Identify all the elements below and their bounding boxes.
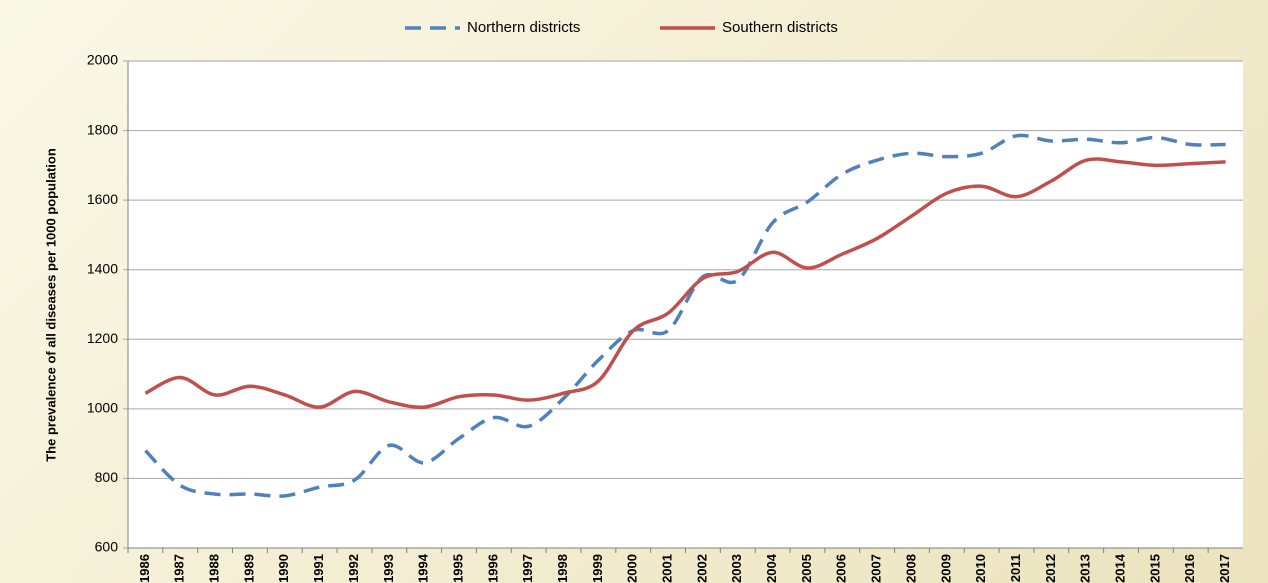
- y-tick-label: 1000: [87, 400, 118, 416]
- y-tick-label: 2000: [87, 52, 118, 68]
- x-tick-label: 1992: [346, 554, 361, 583]
- x-tick-label: 1987: [172, 554, 187, 583]
- x-tick-label: 2012: [1043, 554, 1058, 583]
- y-tick-label: 1400: [87, 260, 118, 276]
- x-tick-label: 2006: [834, 554, 849, 583]
- y-tick-label: 1200: [87, 330, 118, 346]
- x-tick-label: 2003: [729, 554, 744, 583]
- x-tick-label: 2015: [1147, 554, 1162, 583]
- x-tick-label: 1988: [207, 554, 222, 583]
- plot-area: [128, 61, 1243, 548]
- x-tick-label: 2011: [1008, 554, 1023, 582]
- x-tick-label: 2010: [973, 554, 988, 583]
- x-tick-label: 2001: [660, 554, 675, 583]
- x-tick-label: 2004: [764, 553, 779, 583]
- x-tick-label: 2005: [799, 554, 814, 583]
- y-tick-label: 1600: [87, 191, 118, 207]
- x-tick-label: 1991: [311, 554, 326, 583]
- series-line: [144, 157, 1226, 409]
- x-tick-label: 2014: [1112, 553, 1127, 583]
- legend-label: Southern districts: [722, 19, 838, 36]
- x-tick-label: 2000: [625, 554, 640, 583]
- y-tick-label: 800: [95, 469, 119, 485]
- x-tick-label: 1998: [555, 554, 570, 583]
- x-tick-label: 2008: [903, 554, 918, 583]
- x-tick-label: 1989: [241, 554, 256, 583]
- x-tick-label: 1996: [485, 554, 500, 583]
- legend-label: Northern districts: [467, 19, 580, 36]
- x-tick-label: 1999: [590, 554, 605, 583]
- x-tick-label: 1993: [381, 554, 396, 583]
- y-tick-label: 600: [95, 539, 119, 555]
- x-tick-label: 1994: [416, 553, 431, 583]
- series-line: [144, 133, 1226, 498]
- x-tick-label: 2016: [1182, 554, 1197, 583]
- x-tick-label: 1986: [137, 554, 152, 583]
- x-tick-label: 2002: [694, 554, 709, 583]
- y-tick-label: 1800: [87, 121, 118, 137]
- x-tick-label: 2007: [869, 554, 884, 583]
- x-tick-label: 1997: [520, 554, 535, 583]
- x-tick-label: 1990: [276, 554, 291, 583]
- x-tick-label: 2017: [1217, 554, 1232, 583]
- x-tick-label: 2009: [938, 554, 953, 583]
- y-axis-label: The prevalence of all diseases per 1000 …: [43, 148, 58, 462]
- x-tick-label: 1995: [450, 554, 465, 583]
- x-tick-label: 2013: [1078, 554, 1093, 583]
